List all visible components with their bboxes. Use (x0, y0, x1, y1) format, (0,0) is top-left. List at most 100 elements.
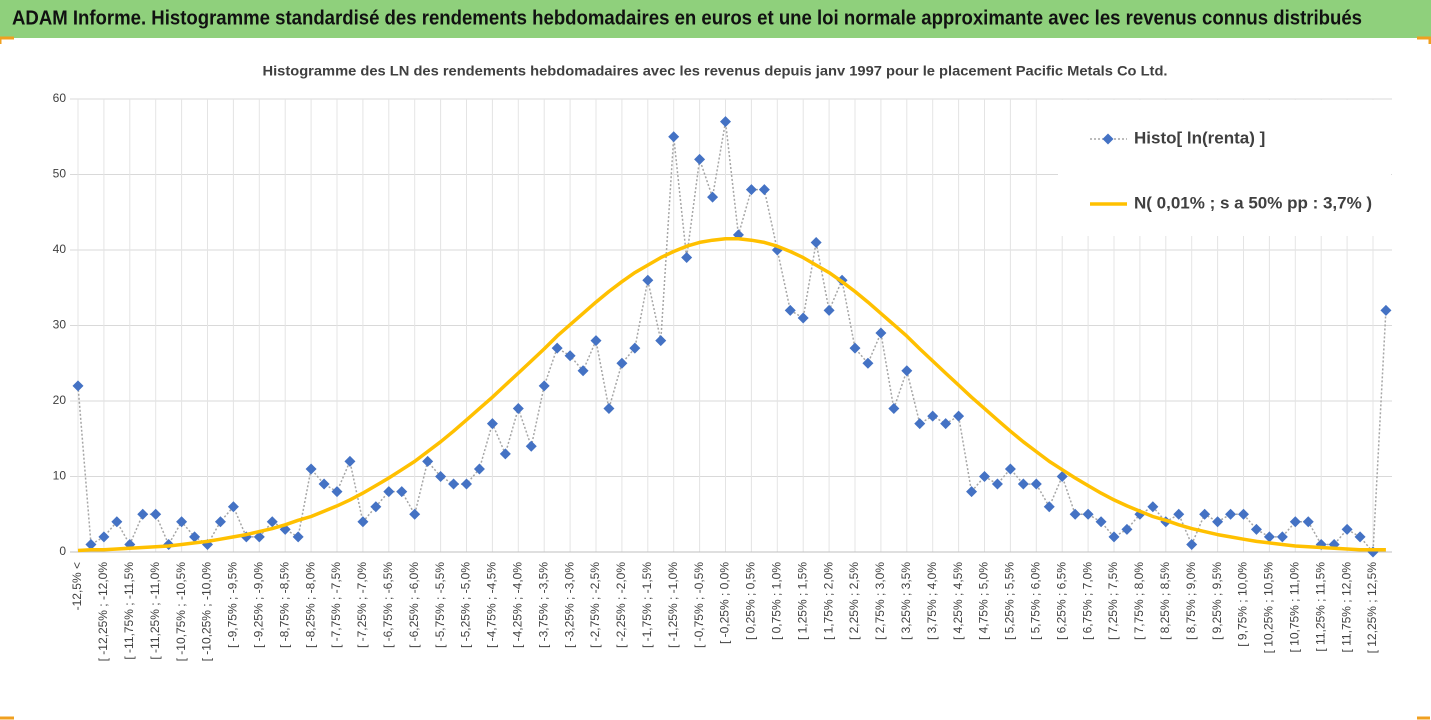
legend-box (1058, 100, 1391, 236)
x-tick-label: [ 4,25% ; 4,5% (951, 562, 965, 640)
header-bar (0, 0, 1431, 38)
x-tick-label: [ -3,25% ; -3,0% (562, 562, 576, 648)
data-point (137, 508, 149, 520)
data-point (1276, 531, 1288, 543)
data-point (305, 463, 317, 475)
data-point (1289, 516, 1301, 528)
data-point (1199, 508, 1211, 520)
data-point (1108, 531, 1120, 543)
x-tick-label: [ -6,25% ; -6,0% (407, 562, 421, 648)
data-point (1173, 508, 1185, 520)
data-point (448, 478, 460, 490)
x-tick-label: [ -8,75% ; -8,5% (277, 562, 291, 648)
x-tick-label: [ -6,75% ; -6,5% (381, 562, 395, 648)
header-title: ADAM Informe. Histogramme standardisé de… (12, 7, 1362, 29)
x-tick-label: [ -5,25% ; -5,0% (459, 562, 473, 648)
x-tick-label: [ -12,25% ; -12,0% (96, 562, 110, 662)
data-point (1341, 523, 1353, 535)
legend-label: Histo[ ln(renta) ] (1134, 128, 1265, 147)
x-tick-label: [ 3,75% ; 4,0% (925, 562, 939, 640)
data-point (1082, 508, 1094, 520)
y-tick-label: 30 (53, 318, 67, 332)
data-point (694, 153, 706, 165)
data-point (668, 131, 680, 143)
legend-label: N( 0,01% ; s a 50% pp : 3,7% ) (1134, 193, 1372, 212)
x-tick-label: [ 10,25% ; 10,5% (1262, 562, 1276, 654)
data-point (914, 418, 926, 430)
data-point (370, 501, 382, 513)
data-point (564, 350, 576, 362)
frame-corners (0, 36, 1431, 720)
data-point (1121, 523, 1133, 535)
data-point (1225, 508, 1237, 520)
data-point (1380, 304, 1392, 316)
data-point (745, 184, 757, 196)
data-point (85, 538, 97, 550)
x-tick-label: [ 11,25% ; 11,5% (1313, 562, 1327, 652)
x-tick-label: [ -7,75% ; -7,5% (329, 562, 343, 648)
data-point (1017, 478, 1029, 490)
x-tick-label: -12,5% < (70, 562, 84, 610)
data-point (1095, 516, 1107, 528)
data-point (862, 357, 874, 369)
data-point (1238, 508, 1249, 520)
data-point (991, 478, 1003, 490)
data-point (227, 501, 239, 513)
data-point (435, 471, 447, 482)
data-point (266, 516, 278, 528)
x-tick-label: [ -11,25% ; -11,0% (148, 562, 162, 660)
x-tick-label: [ 10,75% ; 11,0% (1287, 562, 1301, 653)
data-point (875, 327, 887, 339)
y-tick-label: 20 (53, 393, 67, 407)
data-point (953, 410, 965, 422)
x-tick-label: [ -9,75% ; -9,5% (226, 562, 240, 648)
x-tick-label: [ 5,75% ; 6,0% (1028, 562, 1042, 640)
x-tick-label: [ -11,75% ; -11,5% (122, 562, 136, 660)
x-tick-label: [ 2,25% ; 2,5% (847, 562, 861, 640)
x-tick-label: [ -0,25% ; 0,0% (718, 562, 732, 644)
y-tick-label: 10 (53, 469, 67, 483)
x-tick-label: [ -10,25% ; -10,0% (200, 562, 214, 662)
x-tick-label: [ 0,75% ; 1,0% (769, 562, 783, 640)
x-tick-label: [ -4,25% ; -4,0% (510, 562, 524, 648)
data-point (150, 508, 162, 520)
x-tick-label: [ 9,75% ; 10,0% (1236, 562, 1250, 647)
data-point (823, 304, 835, 316)
data-point (1250, 523, 1262, 535)
data-point (758, 184, 770, 196)
data-point (681, 252, 693, 264)
x-tick-label: [ -9,25% ; -9,0% (251, 562, 265, 648)
x-tick-label: [ 6,75% ; 7,0% (1080, 562, 1094, 640)
data-point (499, 448, 511, 460)
x-tick-label: [ 11,75% ; 12,0% (1339, 562, 1353, 653)
x-tick-label: [ -1,75% ; -1,5% (640, 562, 654, 648)
x-tick-label: [ -7,25% ; -7,0% (355, 562, 369, 648)
data-point (888, 403, 900, 415)
x-tick-label: [ 0,25% ; 0,5% (744, 562, 758, 640)
x-tick-label: [ 8,25% ; 8,5% (1158, 562, 1172, 640)
data-point (111, 516, 123, 528)
data-point (1354, 531, 1366, 543)
data-point (629, 342, 641, 354)
legend-marker (1102, 133, 1114, 145)
data-point (1263, 531, 1275, 543)
data-point (577, 365, 589, 377)
data-point (512, 403, 524, 415)
data-point (940, 418, 952, 430)
data-point (1186, 538, 1198, 550)
data-point (473, 463, 485, 475)
data-point (642, 274, 654, 286)
data-point (1043, 501, 1055, 513)
data-point (72, 380, 84, 392)
data-point (344, 455, 356, 467)
data-point (253, 531, 265, 543)
x-tick-label: [ -5,75% ; -5,5% (433, 562, 447, 648)
data-point (901, 365, 913, 377)
y-tick-label: 50 (53, 167, 67, 181)
data-point (1030, 478, 1042, 490)
x-tick-label: [ 7,25% ; 7,5% (1106, 562, 1120, 640)
data-point (331, 486, 343, 498)
data-point (1147, 501, 1159, 513)
data-point (720, 116, 731, 128)
data-point (810, 236, 822, 248)
